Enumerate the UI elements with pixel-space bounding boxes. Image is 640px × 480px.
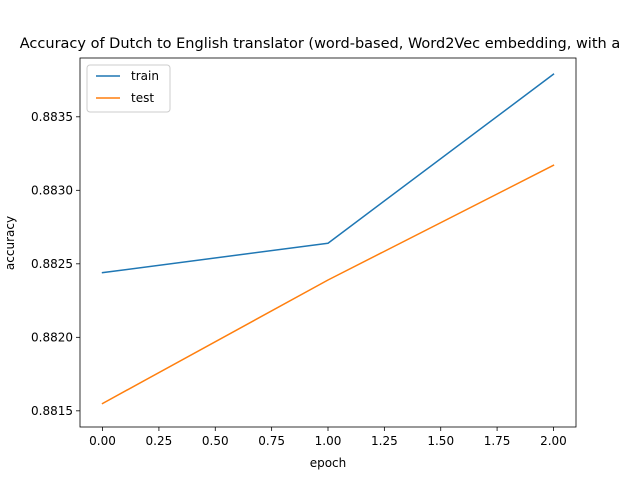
y-tick-label: 0.8815 (31, 404, 73, 418)
series-line-test (101, 164, 555, 405)
x-tick-label: 0.25 (146, 434, 173, 448)
legend-label-train: train (131, 69, 159, 83)
legend-label-test: test (131, 91, 154, 105)
y-axis-label: accuracy (3, 216, 17, 270)
chart-title: Accuracy of Dutch to English translator … (20, 36, 620, 52)
x-axis-label: epoch (310, 456, 347, 470)
x-tick-label: 1.50 (427, 434, 454, 448)
x-tick-label: 0.75 (258, 434, 285, 448)
series-line-train (101, 73, 555, 274)
y-tick-label: 0.8835 (31, 110, 73, 124)
x-tick-label: 2.00 (540, 434, 567, 448)
y-tick-label: 0.8830 (31, 183, 73, 197)
x-tick-label: 0.00 (89, 434, 116, 448)
x-tick-label: 1.25 (371, 434, 398, 448)
legend: train test (86, 64, 171, 113)
y-tick-label: 0.8825 (31, 257, 73, 271)
series-lines (101, 73, 555, 405)
y-tick-label: 0.8820 (31, 330, 73, 344)
x-tick-label: 0.50 (202, 434, 229, 448)
x-tick-label: 1.00 (315, 434, 342, 448)
y-axis: 0.8815 0.8820 0.8825 0.8830 0.8835 (31, 110, 80, 418)
x-axis: 0.00 0.25 0.50 0.75 1.00 1.25 1.50 1.75 2.00 (89, 427, 567, 448)
x-tick-label: 1.75 (484, 434, 511, 448)
